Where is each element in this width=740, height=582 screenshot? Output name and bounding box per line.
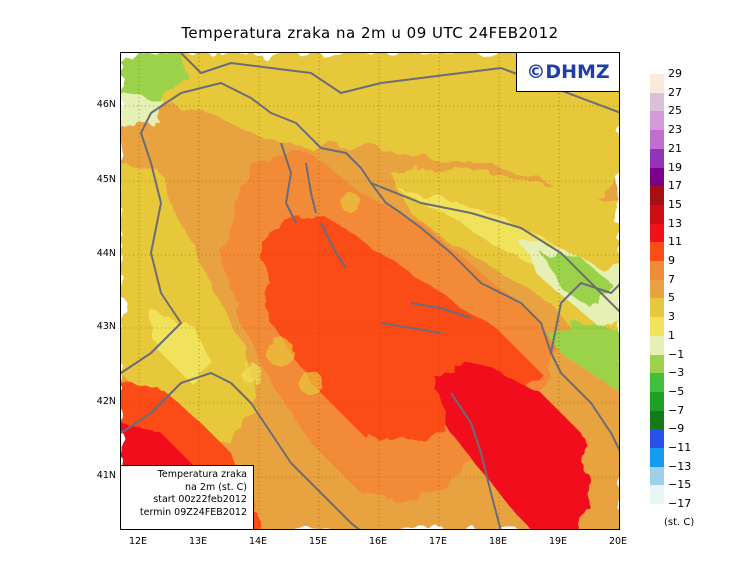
dhmz-logo: ©DHMZ <box>516 52 620 92</box>
temperature-map <box>120 52 620 530</box>
legend-unit: (st. C) <box>664 517 695 528</box>
lon-label-13e: 13E <box>188 536 208 547</box>
legend-swatch <box>650 429 664 449</box>
legend-label: 3 <box>668 310 675 324</box>
legend-swatch <box>650 186 664 206</box>
lat-label-41n: 41N <box>96 470 116 481</box>
lon-label-16e: 16E <box>368 536 388 547</box>
lon-label-17e: 17E <box>428 536 448 547</box>
info-box: Temperatura zraka na 2m (st. C) start 00… <box>120 465 254 530</box>
legend-label: 17 <box>668 179 682 193</box>
lon-label-12e: 12E <box>128 536 148 547</box>
legend-label: 25 <box>668 104 682 118</box>
legend-swatch <box>650 242 664 262</box>
legend-swatch <box>650 448 664 467</box>
legend-label: −7 <box>668 403 685 417</box>
legend-swatch <box>650 485 664 505</box>
legend-swatch <box>650 466 664 486</box>
legend-label: 21 <box>668 141 682 155</box>
legend-label: 15 <box>668 197 682 211</box>
legend-swatch <box>650 410 664 430</box>
legend-swatch <box>650 223 664 243</box>
lon-label-18e: 18E <box>488 536 508 547</box>
legend-swatch <box>650 148 664 168</box>
info-line-3: start 00z22feb2012 <box>153 494 247 505</box>
legend-label: 29 <box>668 67 682 80</box>
legend-label: −13 <box>668 459 692 473</box>
legend-swatch <box>650 391 664 411</box>
legend-label: 5 <box>668 291 675 305</box>
lat-label-42n: 42N <box>96 396 116 407</box>
temperature-shading <box>121 53 619 529</box>
legend-label: −1 <box>668 347 685 361</box>
legend-label: 1 <box>668 328 675 342</box>
lon-label-14e: 14E <box>248 536 268 547</box>
info-line-1: Temperatura zraka <box>157 469 247 480</box>
legend-label: 27 <box>668 85 682 99</box>
legend-label: −11 <box>668 441 692 454</box>
legend-label: −15 <box>668 478 692 492</box>
legend-label: 7 <box>668 272 675 286</box>
legend-swatch <box>650 373 664 393</box>
lat-label-46n: 46N <box>96 99 116 110</box>
legend-swatch <box>650 317 664 337</box>
lon-label-19e: 19E <box>548 536 568 547</box>
grid-lines <box>121 53 619 529</box>
lat-label-43n: 43N <box>96 321 116 332</box>
legend-swatch <box>650 130 664 150</box>
info-line-2: na 2m (st. C) <box>185 481 247 493</box>
legend-label: 19 <box>668 160 682 174</box>
legend-label: −3 <box>668 366 685 380</box>
lon-label-15e: 15E <box>308 536 328 547</box>
legend-swatch <box>650 261 664 280</box>
legend-swatch <box>650 298 664 318</box>
legend-swatch <box>650 204 664 224</box>
lat-label-45n: 45N <box>96 174 116 185</box>
legend-swatch <box>650 167 664 187</box>
legend-label: 9 <box>668 254 675 267</box>
legend-swatch <box>650 74 664 93</box>
legend-label: −17 <box>668 497 692 511</box>
legend-label: 11 <box>668 235 682 249</box>
lon-label-20e: 20E <box>608 536 628 547</box>
legend-label: 23 <box>668 123 682 137</box>
legend-swatch <box>650 354 664 374</box>
legend-swatch <box>650 92 664 112</box>
info-line-4: termin 09Z24FEB2012 <box>139 506 247 518</box>
legend-swatch <box>650 279 664 299</box>
legend-swatch <box>650 335 664 355</box>
legend-label: −9 <box>668 422 685 436</box>
legend-label: −5 <box>668 384 685 398</box>
legend-label: 13 <box>668 216 682 230</box>
legend-swatch <box>650 111 664 131</box>
map-title: Temperatura zraka na 2m u 09 UTC 24FEB20… <box>181 24 559 42</box>
lat-label-44n: 44N <box>96 248 116 259</box>
temperature-field <box>121 53 619 529</box>
coastlines <box>121 53 619 529</box>
